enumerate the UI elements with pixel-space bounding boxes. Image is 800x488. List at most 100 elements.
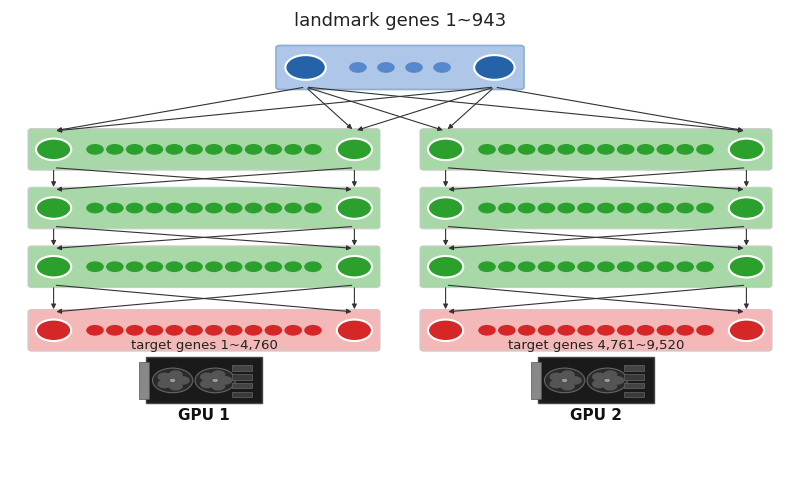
Circle shape [304, 203, 322, 214]
Circle shape [498, 325, 516, 336]
Circle shape [169, 382, 183, 391]
Circle shape [349, 63, 366, 74]
FancyBboxPatch shape [420, 129, 772, 171]
Circle shape [166, 325, 183, 336]
Circle shape [86, 144, 104, 156]
Circle shape [550, 380, 563, 388]
Circle shape [637, 262, 654, 273]
Bar [624, 374, 644, 380]
Circle shape [212, 379, 218, 383]
Circle shape [406, 63, 423, 74]
Circle shape [36, 320, 71, 342]
Circle shape [245, 203, 262, 214]
Circle shape [86, 262, 104, 273]
Circle shape [377, 63, 394, 74]
Circle shape [498, 144, 516, 156]
Circle shape [676, 144, 694, 156]
Circle shape [146, 203, 163, 214]
Circle shape [225, 325, 242, 336]
Circle shape [637, 325, 654, 336]
Circle shape [106, 144, 124, 156]
Bar [232, 366, 252, 371]
Circle shape [265, 325, 282, 336]
Circle shape [286, 56, 326, 81]
Bar [624, 383, 644, 388]
Circle shape [284, 262, 302, 273]
Circle shape [186, 262, 203, 273]
Circle shape [568, 376, 582, 385]
Circle shape [597, 325, 614, 336]
Circle shape [518, 203, 535, 214]
Circle shape [597, 203, 614, 214]
Circle shape [126, 325, 143, 336]
Circle shape [146, 325, 163, 336]
Circle shape [617, 325, 634, 336]
Circle shape [200, 380, 214, 388]
Text: GPU 2: GPU 2 [570, 407, 622, 423]
Bar [232, 374, 252, 380]
Circle shape [166, 144, 183, 156]
FancyBboxPatch shape [420, 310, 772, 351]
Circle shape [176, 376, 190, 385]
Circle shape [106, 325, 124, 336]
Circle shape [474, 56, 514, 81]
Circle shape [126, 262, 143, 273]
Circle shape [166, 262, 183, 273]
Circle shape [337, 140, 372, 161]
Circle shape [558, 325, 575, 336]
Circle shape [729, 140, 764, 161]
Circle shape [146, 262, 163, 273]
Circle shape [434, 63, 451, 74]
Circle shape [205, 325, 222, 336]
Circle shape [603, 370, 618, 379]
Circle shape [578, 144, 595, 156]
Circle shape [265, 262, 282, 273]
Circle shape [158, 380, 171, 388]
Text: landmark genes 1~943: landmark genes 1~943 [294, 12, 506, 30]
Circle shape [36, 198, 71, 219]
FancyBboxPatch shape [420, 188, 772, 229]
Circle shape [265, 203, 282, 214]
Bar [232, 392, 252, 397]
Bar [232, 383, 252, 388]
Circle shape [337, 320, 372, 342]
FancyBboxPatch shape [276, 46, 524, 90]
Circle shape [304, 262, 322, 273]
Circle shape [696, 144, 714, 156]
Circle shape [225, 262, 242, 273]
Bar [624, 392, 644, 397]
Circle shape [186, 203, 203, 214]
Circle shape [550, 373, 563, 381]
Circle shape [617, 144, 634, 156]
Circle shape [245, 325, 262, 336]
Circle shape [478, 262, 496, 273]
Circle shape [587, 368, 627, 393]
Circle shape [558, 203, 575, 214]
Circle shape [218, 376, 232, 385]
Circle shape [245, 262, 262, 273]
Circle shape [676, 203, 694, 214]
Bar [624, 366, 644, 371]
Circle shape [578, 262, 595, 273]
Circle shape [676, 262, 694, 273]
Circle shape [195, 368, 235, 393]
Circle shape [603, 382, 618, 391]
Circle shape [304, 325, 322, 336]
Circle shape [478, 144, 496, 156]
Circle shape [657, 262, 674, 273]
Circle shape [696, 262, 714, 273]
Circle shape [86, 203, 104, 214]
Circle shape [284, 203, 302, 214]
Circle shape [538, 144, 555, 156]
Circle shape [538, 325, 555, 336]
FancyBboxPatch shape [531, 363, 541, 399]
Circle shape [304, 144, 322, 156]
Circle shape [166, 203, 183, 214]
Circle shape [428, 198, 463, 219]
FancyBboxPatch shape [28, 246, 380, 288]
Circle shape [478, 325, 496, 336]
Circle shape [558, 144, 575, 156]
Circle shape [36, 257, 71, 278]
Circle shape [245, 144, 262, 156]
Circle shape [498, 203, 516, 214]
